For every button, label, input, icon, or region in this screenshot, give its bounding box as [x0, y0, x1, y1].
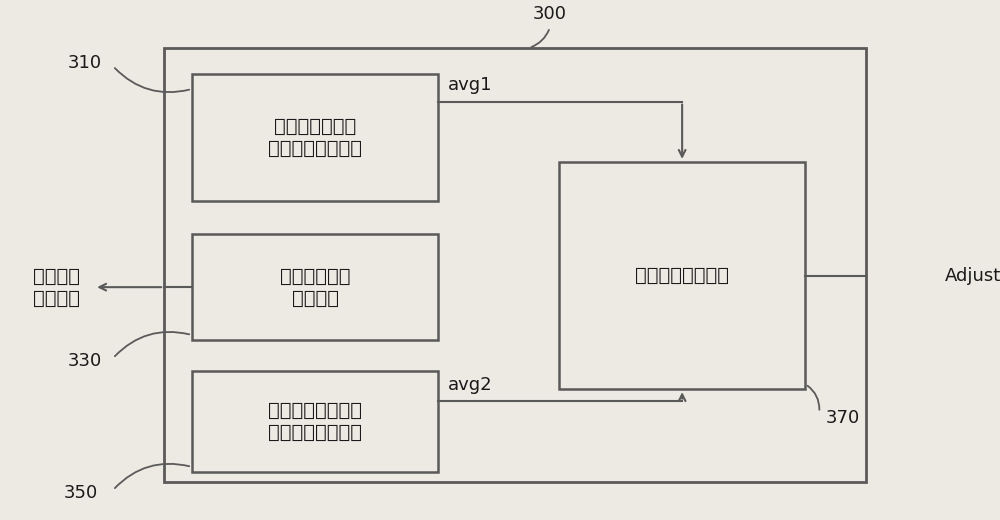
Text: 修正后亮色度校正
系数均值计算模块: 修正后亮色度校正 系数均值计算模块 — [268, 401, 362, 442]
Text: 校正画面显示
控制模块: 校正画面显示 控制模块 — [280, 267, 350, 308]
Bar — [192, 74, 438, 201]
Text: 调节矩阵计算模块: 调节矩阵计算模块 — [635, 266, 729, 285]
Text: 370: 370 — [825, 409, 860, 427]
Text: 350: 350 — [63, 484, 98, 502]
Bar — [192, 371, 438, 472]
Text: 330: 330 — [68, 352, 102, 370]
Text: 310: 310 — [68, 55, 102, 72]
Text: 校正画面
显示控制: 校正画面 显示控制 — [33, 267, 80, 308]
Text: 初始亮色度校正
系数均值获取模块: 初始亮色度校正 系数均值获取模块 — [268, 116, 362, 158]
Bar — [192, 234, 438, 340]
Bar — [559, 162, 805, 389]
Text: avg1: avg1 — [447, 76, 492, 94]
Text: avg2: avg2 — [447, 376, 492, 394]
Bar — [164, 48, 866, 483]
Text: Adjust: Adjust — [945, 267, 1000, 284]
Text: 300: 300 — [533, 5, 567, 23]
